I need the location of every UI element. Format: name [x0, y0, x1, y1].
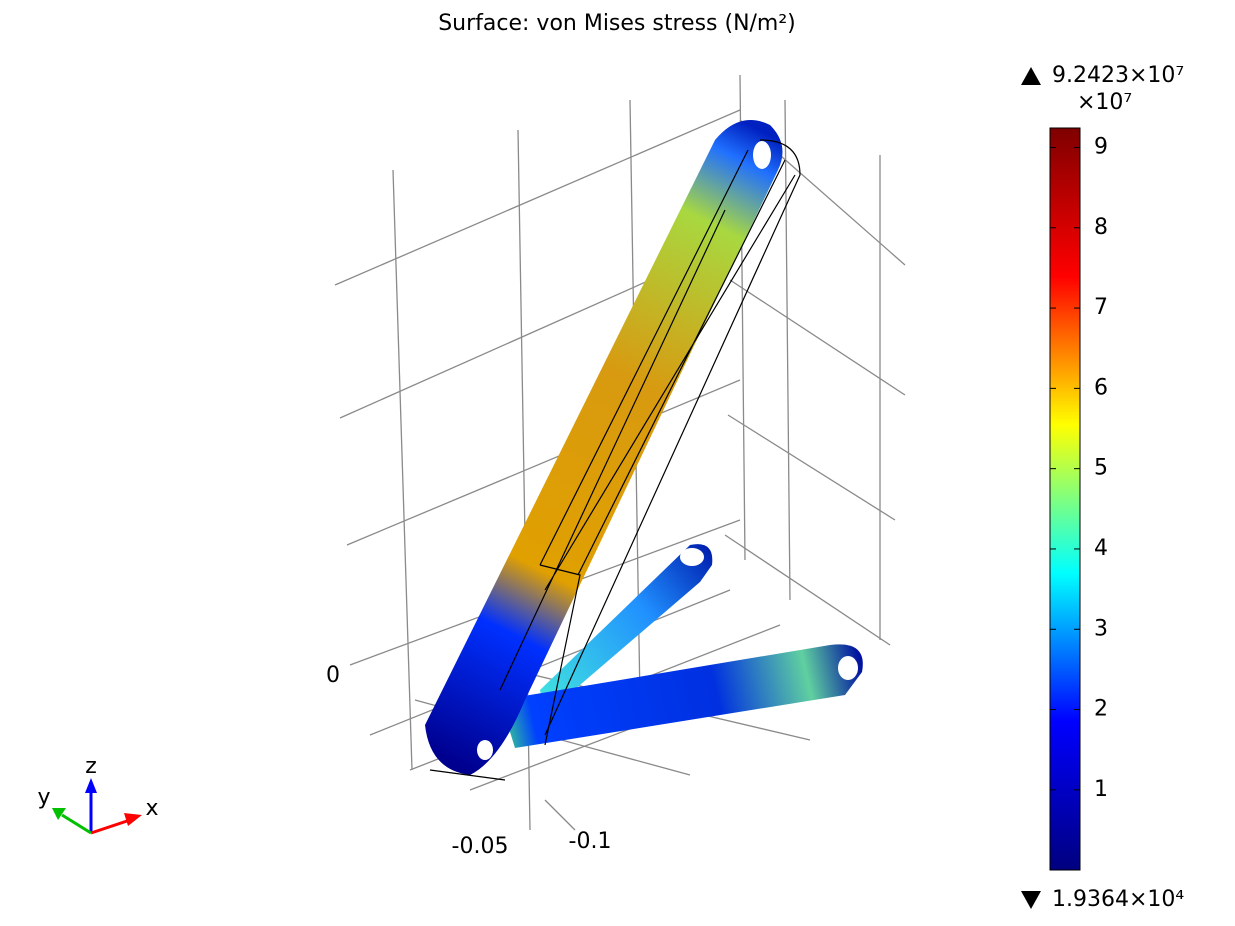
colorbar [1049, 127, 1081, 871]
hole [753, 141, 771, 169]
colorbar-max-label: 9.2423×10⁷ [1052, 63, 1184, 88]
colorbar-tick-label: 8 [1094, 215, 1108, 240]
colorbar-min-label: 1.9364×10⁴ [1052, 887, 1184, 912]
model [425, 120, 863, 781]
colorbar-tick-label: 7 [1094, 295, 1108, 320]
triad-label: x [145, 796, 158, 821]
colorbar-tick-label: 1 [1094, 777, 1108, 802]
axis-triad: x y z [37, 754, 159, 835]
colorbar-tick-label: 6 [1094, 375, 1108, 400]
min-marker [1021, 891, 1041, 909]
hole [477, 740, 493, 760]
lower-arm [500, 644, 863, 748]
axis-tick-label: 0 [326, 663, 340, 688]
axis-tick-label: -0.1 [569, 829, 612, 854]
colorbar-tick-label: 9 [1094, 134, 1108, 159]
colorbar-tick-label: 5 [1094, 456, 1108, 481]
colorbar-tick-label: 2 [1094, 697, 1108, 722]
main-arm [425, 120, 783, 775]
triad-label: y [37, 785, 50, 810]
hole [680, 548, 704, 566]
colorbar-multiplier: ×10⁷ [1077, 90, 1132, 115]
colorbar-tick-label: 4 [1094, 536, 1108, 561]
chart-title: Surface: von Mises stress (N/m²) [438, 11, 796, 36]
colorbar-tick-label: 3 [1094, 616, 1108, 641]
max-marker [1021, 67, 1041, 85]
back-arm [540, 544, 713, 715]
triad-label: z [85, 754, 97, 779]
axis-tick-label: -0.05 [452, 834, 509, 859]
hole [838, 656, 858, 680]
